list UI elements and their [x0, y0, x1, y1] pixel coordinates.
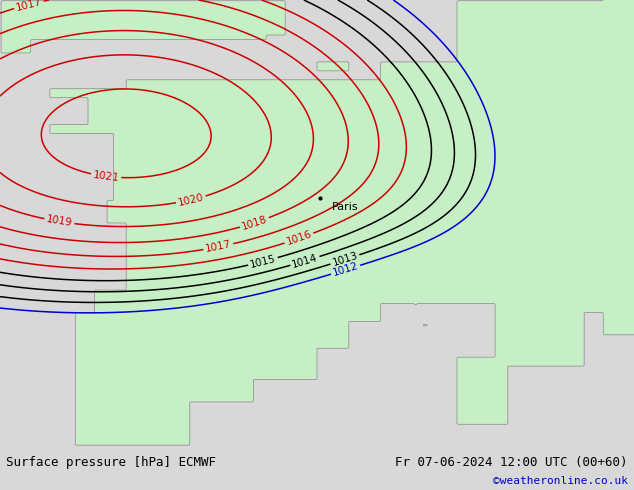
Text: 1017: 1017	[205, 240, 232, 254]
Text: Paris: Paris	[332, 201, 358, 212]
Text: Fr 07-06-2024 12:00 UTC (00+60): Fr 07-06-2024 12:00 UTC (00+60)	[395, 456, 628, 469]
Text: 1018: 1018	[240, 214, 269, 231]
Text: 1017: 1017	[15, 0, 43, 13]
Text: 1021: 1021	[93, 170, 120, 183]
Text: 1013: 1013	[331, 251, 359, 268]
Text: 1014: 1014	[291, 252, 319, 270]
Text: Surface pressure [hPa] ECMWF: Surface pressure [hPa] ECMWF	[6, 456, 216, 469]
Text: 1020: 1020	[177, 192, 205, 208]
Text: 1012: 1012	[332, 261, 359, 278]
Text: 1016: 1016	[285, 229, 313, 247]
Text: ©weatheronline.co.uk: ©weatheronline.co.uk	[493, 476, 628, 487]
Text: 1015: 1015	[249, 253, 277, 270]
Text: 1019: 1019	[46, 215, 73, 228]
